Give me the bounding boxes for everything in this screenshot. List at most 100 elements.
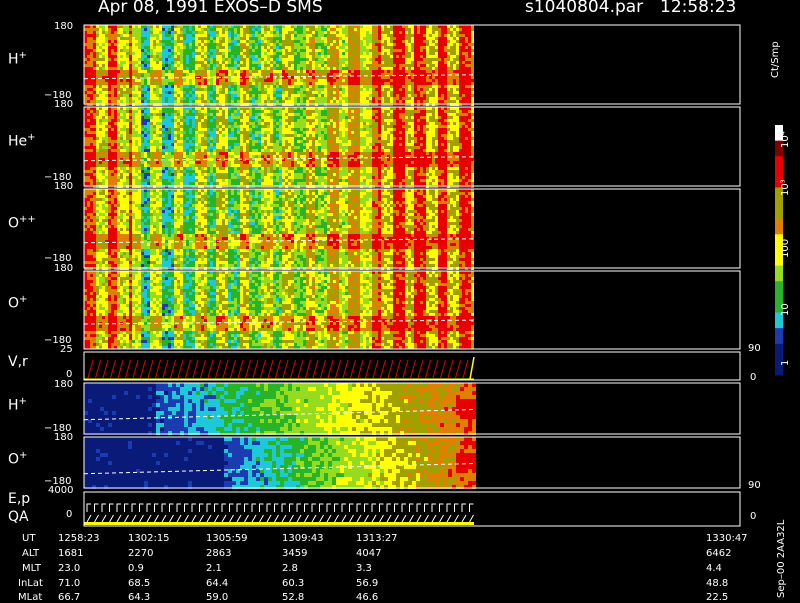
- heat-cell: [195, 110, 198, 113]
- heat-cell: [327, 88, 330, 91]
- heat-cell: [240, 107, 243, 110]
- heat-cell: [246, 70, 249, 73]
- heat-cell: [405, 97, 408, 100]
- heat-cell: [465, 73, 468, 76]
- heat-cell: [345, 67, 348, 70]
- heat-cell: [132, 76, 135, 79]
- heat-cell: [156, 37, 159, 40]
- heat-cell: [225, 100, 228, 103]
- heat-cell: [393, 43, 396, 46]
- heat-cell: [366, 37, 369, 40]
- heat-cell: [225, 43, 228, 46]
- heat-cell: [153, 134, 156, 137]
- heat-cell: [399, 49, 402, 52]
- heat-cell: [198, 119, 201, 122]
- heat-cell: [228, 110, 231, 113]
- heat-cell: [138, 122, 141, 125]
- heat-cell: [87, 37, 90, 40]
- heat-cell: [126, 37, 129, 40]
- heat-cell: [114, 110, 117, 113]
- heat-cell: [273, 94, 276, 97]
- heat-cell: [213, 161, 216, 164]
- heat-cell: [294, 46, 297, 49]
- heat-cell: [420, 70, 423, 73]
- heat-cell: [126, 155, 129, 158]
- heat-cell: [465, 25, 468, 28]
- heat-cell: [432, 100, 435, 103]
- heat-cell: [141, 82, 144, 85]
- heat-cell: [189, 100, 192, 103]
- heat-cell: [438, 88, 441, 91]
- heat-cell: [192, 173, 195, 176]
- heat-cell: [141, 25, 144, 28]
- heat-cell: [237, 182, 240, 185]
- heat-cell: [171, 113, 174, 116]
- heat-cell: [282, 82, 285, 85]
- heat-cell: [99, 170, 102, 173]
- heat-cell: [126, 70, 129, 73]
- heat-cell: [204, 49, 207, 52]
- heat-cell: [129, 70, 132, 73]
- heat-cell: [360, 52, 363, 55]
- heat-cell: [90, 128, 93, 131]
- heat-cell: [432, 25, 435, 28]
- heat-cell: [174, 155, 177, 158]
- heat-cell: [273, 70, 276, 73]
- heat-cell: [114, 28, 117, 31]
- heat-cell: [210, 170, 213, 173]
- heat-cell: [156, 79, 159, 82]
- heat-cell: [231, 94, 234, 97]
- heat-cell: [192, 143, 195, 146]
- heat-cell: [261, 76, 264, 79]
- heat-cell: [435, 46, 438, 49]
- heat-cell: [234, 137, 237, 140]
- heat-cell: [324, 61, 327, 64]
- heat-cell: [159, 164, 162, 167]
- heat-cell: [84, 73, 87, 76]
- heat-cell: [84, 170, 87, 173]
- heat-cell: [183, 179, 186, 182]
- heat-cell: [114, 46, 117, 49]
- heat-cell: [336, 94, 339, 97]
- heat-cell: [195, 37, 198, 40]
- heat-cell: [147, 25, 150, 28]
- heat-cell: [357, 64, 360, 67]
- heat-cell: [198, 152, 201, 155]
- heat-cell: [264, 100, 267, 103]
- heat-cell: [168, 97, 171, 100]
- heat-cell: [225, 67, 228, 70]
- heat-cell: [195, 182, 198, 185]
- heat-cell: [135, 76, 138, 79]
- heat-cell: [264, 37, 267, 40]
- heat-cell: [243, 40, 246, 43]
- heat-cell: [462, 64, 465, 67]
- heat-cell: [240, 88, 243, 91]
- heat-cell: [369, 88, 372, 91]
- heat-cell: [126, 143, 129, 146]
- heat-cell: [471, 97, 474, 100]
- heat-cell: [99, 107, 102, 110]
- heat-cell: [186, 167, 189, 170]
- heat-cell: [402, 82, 405, 85]
- heat-cell: [219, 179, 222, 182]
- heat-cell: [159, 137, 162, 140]
- heat-cell: [309, 100, 312, 103]
- heat-cell: [252, 64, 255, 67]
- heat-cell: [273, 91, 276, 94]
- heat-cell: [165, 43, 168, 46]
- heat-cell: [258, 82, 261, 85]
- heat-cell: [168, 88, 171, 91]
- heat-cell: [195, 125, 198, 128]
- heat-cell: [315, 73, 318, 76]
- heat-cell: [177, 134, 180, 137]
- heat-cell: [231, 64, 234, 67]
- heat-cell: [90, 31, 93, 34]
- heat-cell: [249, 85, 252, 88]
- heat-cell: [426, 64, 429, 67]
- heat-cell: [192, 119, 195, 122]
- heat-cell: [312, 34, 315, 37]
- heat-cell: [165, 146, 168, 149]
- heat-cell: [120, 182, 123, 185]
- heat-cell: [342, 70, 345, 73]
- heat-cell: [138, 85, 141, 88]
